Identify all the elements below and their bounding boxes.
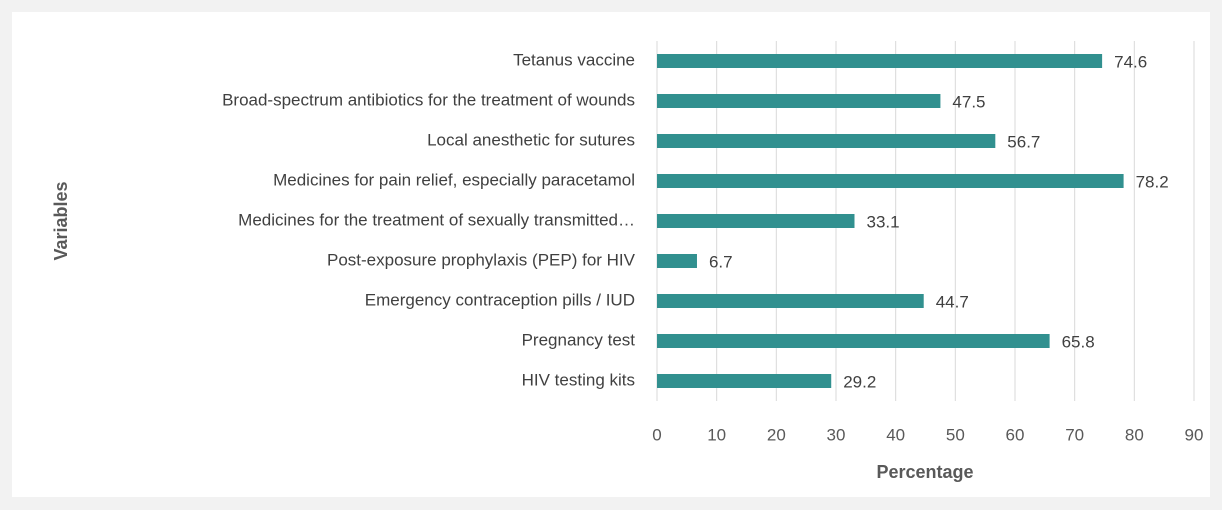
y-axis-title: Variables [51,181,71,260]
bar [657,94,941,108]
bar [657,294,924,308]
y-tick-label: HIV testing kits [522,370,635,389]
data-label: 44.7 [936,292,969,311]
bar [657,54,1103,68]
y-tick-label: Broad-spectrum antibiotics for the treat… [222,90,635,109]
data-label: 33.1 [866,212,899,231]
chart-background [12,12,1210,497]
y-tick-label: Emergency contraception pills / IUD [365,290,635,309]
bar [657,134,996,148]
data-label: 65.8 [1062,332,1095,351]
x-tick-label: 30 [827,425,846,444]
data-label: 47.5 [952,92,985,111]
data-label: 78.2 [1136,172,1169,191]
x-tick-label: 60 [1006,425,1025,444]
y-tick-label: Post-exposure prophylaxis (PEP) for HIV [327,250,636,269]
y-tick-label: Pregnancy test [522,330,636,349]
y-tick-label: Tetanus vaccine [513,50,635,69]
x-tick-label: 10 [707,425,726,444]
x-tick-label: 70 [1065,425,1084,444]
bar [657,254,697,268]
data-label: 6.7 [709,252,733,271]
bar [657,214,855,228]
bar [657,334,1050,348]
bar [657,374,832,388]
data-label: 74.6 [1114,52,1147,71]
x-tick-label: 90 [1185,425,1204,444]
bar [657,174,1124,188]
x-tick-label: 80 [1125,425,1144,444]
y-tick-label: Medicines for pain relief, especially pa… [273,170,635,189]
x-tick-label: 40 [886,425,905,444]
data-label: 56.7 [1007,132,1040,151]
y-tick-label: Local anesthetic for sutures [427,130,635,149]
data-label: 29.2 [843,372,876,391]
x-tick-label: 20 [767,425,786,444]
x-tick-label: 50 [946,425,965,444]
x-axis-title: Percentage [876,462,973,482]
y-tick-label: Medicines for the treatment of sexually … [238,210,635,229]
x-tick-label: 0 [652,425,661,444]
